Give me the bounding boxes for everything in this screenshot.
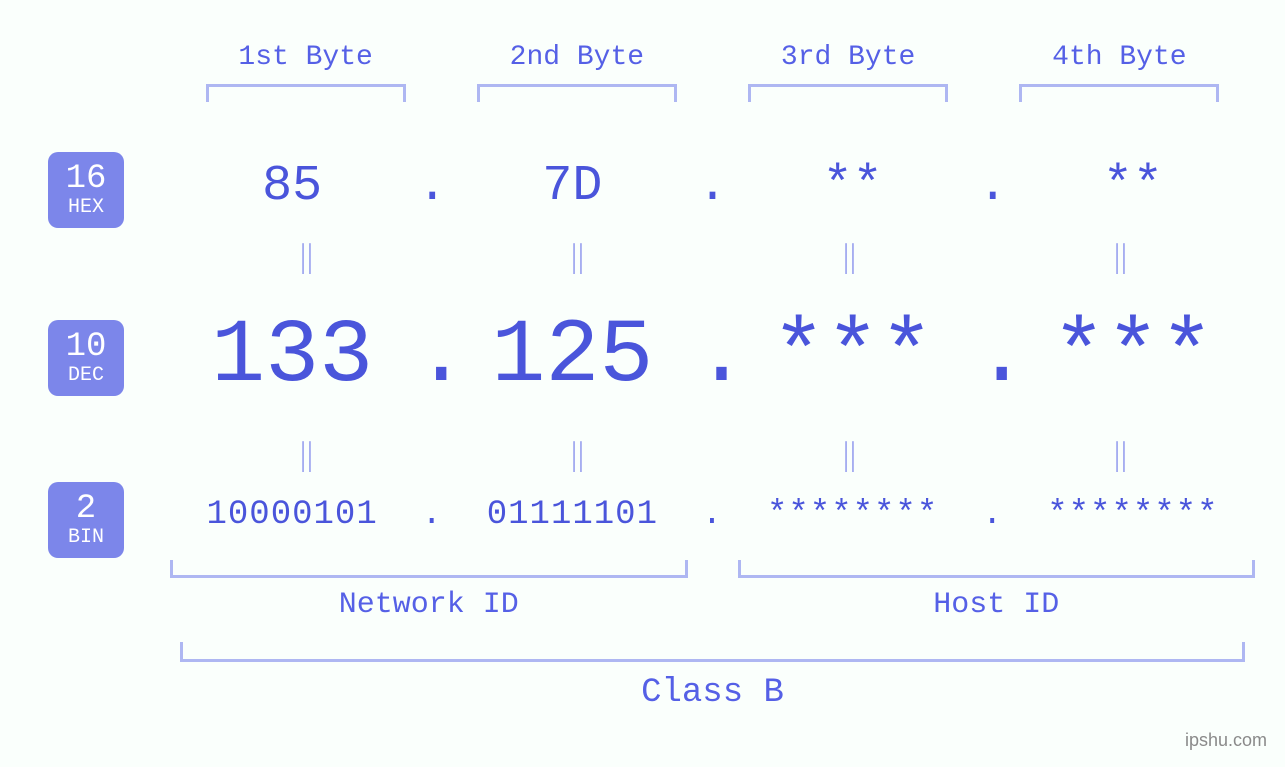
dec-byte-3: *** — [731, 306, 975, 408]
dot-sep: . — [414, 306, 450, 408]
equals-icon: || — [787, 438, 909, 475]
equals-row-2: || || || || — [170, 438, 1255, 475]
group-labels-row: Network ID Host ID — [170, 588, 1255, 622]
bin-base-number: 2 — [76, 492, 96, 526]
equals-icon: || — [245, 240, 367, 277]
host-id-label: Host ID — [738, 588, 1256, 622]
bin-base-name: BIN — [68, 528, 104, 548]
byte-label-4: 4th Byte — [984, 42, 1255, 73]
network-id-label: Network ID — [170, 588, 688, 622]
dot-sep: . — [695, 158, 731, 215]
dec-byte-4: *** — [1011, 306, 1255, 408]
class-bracket — [180, 642, 1245, 662]
dot-sep: . — [975, 306, 1011, 408]
dec-byte-2: 125 — [450, 306, 694, 408]
dec-base-number: 10 — [66, 330, 107, 364]
hex-byte-4: ** — [1011, 158, 1255, 215]
group-brackets-row — [170, 560, 1255, 578]
bin-byte-1: 10000101 — [170, 496, 414, 534]
dec-row: 133 . 125 . *** . *** — [170, 306, 1255, 408]
bin-row: 10000101 . 01111101 . ******** . *******… — [170, 496, 1255, 534]
byte-label-3: 3rd Byte — [713, 42, 984, 73]
dot-sep: . — [975, 496, 1011, 534]
dot-sep: . — [975, 158, 1011, 215]
byte-bracket-2 — [477, 84, 677, 102]
dec-badge: 10 DEC — [48, 320, 124, 396]
dot-sep: . — [695, 496, 731, 534]
hex-base-number: 16 — [66, 162, 107, 196]
byte-bracket-3 — [748, 84, 948, 102]
host-id-bracket — [738, 560, 1256, 578]
equals-icon: || — [1058, 240, 1180, 277]
dot-sep: . — [695, 306, 731, 408]
equals-icon: || — [516, 438, 638, 475]
bin-byte-2: 01111101 — [450, 496, 694, 534]
bin-badge: 2 BIN — [48, 482, 124, 558]
dot-sep: . — [414, 158, 450, 215]
equals-icon: || — [1058, 438, 1180, 475]
dec-base-name: DEC — [68, 366, 104, 386]
network-id-bracket — [170, 560, 688, 578]
equals-icon: || — [245, 438, 367, 475]
dec-byte-1: 133 — [170, 306, 414, 408]
hex-byte-1: 85 — [170, 158, 414, 215]
hex-byte-2: 7D — [450, 158, 694, 215]
class-label: Class B — [170, 674, 1255, 712]
equals-icon: || — [787, 240, 909, 277]
hex-byte-3: ** — [731, 158, 975, 215]
bin-byte-3: ******** — [731, 496, 975, 534]
watermark: ipshu.com — [1185, 730, 1267, 751]
equals-icon: || — [516, 240, 638, 277]
byte-brackets-row — [170, 84, 1255, 102]
hex-base-name: HEX — [68, 198, 104, 218]
byte-bracket-4 — [1019, 84, 1219, 102]
byte-bracket-1 — [206, 84, 406, 102]
hex-badge: 16 HEX — [48, 152, 124, 228]
bin-byte-4: ******** — [1011, 496, 1255, 534]
equals-row-1: || || || || — [170, 240, 1255, 277]
byte-labels-row: 1st Byte 2nd Byte 3rd Byte 4th Byte — [170, 42, 1255, 73]
hex-row: 85 . 7D . ** . ** — [170, 158, 1255, 215]
byte-label-1: 1st Byte — [170, 42, 441, 73]
dot-sep: . — [414, 496, 450, 534]
byte-label-2: 2nd Byte — [441, 42, 712, 73]
